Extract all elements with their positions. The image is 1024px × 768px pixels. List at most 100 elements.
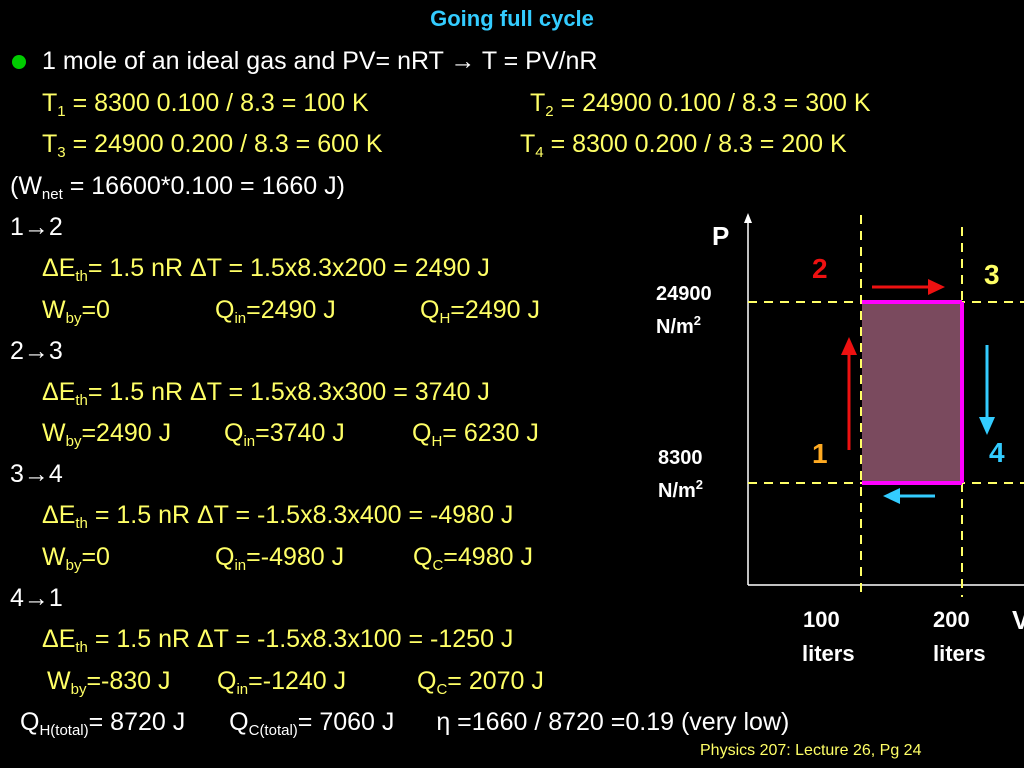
q-sub: H bbox=[431, 433, 443, 450]
step-to: 3 bbox=[48, 337, 63, 365]
q-value: =2490 J bbox=[450, 296, 540, 324]
arrow-2-right-icon bbox=[872, 279, 945, 295]
q-value: =-4980 J bbox=[246, 543, 345, 571]
delta-e-symbol: ΔE bbox=[42, 625, 76, 653]
p-high-unit-text: N/m bbox=[656, 316, 694, 338]
t4-symbol: T bbox=[520, 130, 536, 158]
q-sub: H bbox=[439, 310, 451, 327]
work-symbol: W bbox=[42, 296, 66, 324]
step-header-2-3: 2→3 bbox=[10, 336, 63, 366]
q-value: =4980 J bbox=[443, 543, 533, 571]
qc-total-sub: C(total) bbox=[248, 722, 298, 739]
p-low-unit-exp: 2 bbox=[696, 477, 703, 492]
delta-e-sub: th bbox=[75, 268, 88, 285]
q-value: =3740 J bbox=[255, 419, 345, 447]
q-value: = 2070 J bbox=[447, 667, 544, 695]
temp-t1: T1 = 8300 0.100 / 8.3 = 100 K bbox=[42, 88, 369, 119]
t3-value: = 24900 0.200 / 8.3 = 600 K bbox=[65, 130, 383, 158]
arrow-3-down-icon bbox=[979, 345, 995, 435]
slide-footer: Physics 207: Lecture 26, Pg 24 bbox=[700, 742, 922, 759]
delta-e-value: = 1.5 nR ΔT = 1.5x8.3x200 = 2490 J bbox=[87, 254, 490, 282]
p-high-unit: N/m2 bbox=[656, 313, 701, 338]
totals-line: QH(total)= 8720 J QC(total)= 7060 J η =1… bbox=[20, 707, 790, 739]
delta-e-symbol: ΔE bbox=[42, 254, 76, 282]
arrow-icon: → bbox=[23, 213, 49, 241]
q-sub: in bbox=[236, 681, 249, 698]
delta-e-value: = 1.5 nR ΔT = -1.5x8.3x400 = -4980 J bbox=[87, 501, 514, 529]
delta-e-sub: th bbox=[75, 639, 88, 656]
step-from: 4 bbox=[10, 584, 24, 612]
temp-t4: T4 = 8300 0.200 / 8.3 = 200 K bbox=[520, 129, 847, 161]
q-sub: in bbox=[234, 557, 247, 574]
q-symbol: Q bbox=[417, 667, 437, 695]
step-4-1-energy: ΔEth = 1.5 nR ΔT = -1.5x8.3x100 = -1250 … bbox=[42, 624, 514, 656]
step-1-2-energy: ΔEth= 1.5 nR ΔT = 1.5x8.3x200 = 2490 J bbox=[42, 253, 490, 285]
step-to: 2 bbox=[48, 213, 63, 241]
efficiency-value: =1660 / 8720 =0.19 (very low) bbox=[450, 708, 790, 736]
step-2-3-qh: QH= 6230 J bbox=[412, 418, 539, 450]
step-4-1-qin: Qin=-1240 J bbox=[217, 666, 346, 698]
work-sub: by bbox=[65, 310, 82, 327]
cycle-area bbox=[862, 302, 962, 483]
p-low-value: 8300 bbox=[658, 447, 703, 469]
v-axis-label: V bbox=[1012, 605, 1024, 635]
q-symbol: Q bbox=[217, 667, 237, 695]
q-sub: in bbox=[243, 433, 256, 450]
work-sub: by bbox=[65, 433, 82, 450]
step-1-2-qin: Qin=2490 J bbox=[215, 295, 336, 326]
work-value: =0 bbox=[81, 296, 110, 324]
intro-line: 1 mole of an ideal gas and PV= nRT → T =… bbox=[42, 46, 597, 76]
delta-e-sub: th bbox=[75, 392, 88, 409]
step-3-4-qc: QC=4980 J bbox=[413, 542, 533, 573]
step-3-4-qin: Qin=-4980 J bbox=[215, 542, 345, 574]
step-1-2-work: Wby=0 bbox=[42, 295, 110, 327]
qh-total-value: = 8720 J bbox=[88, 708, 186, 736]
step-header-4-1: 4→1 bbox=[10, 583, 63, 613]
delta-e-value: = 1.5 nR ΔT = 1.5x8.3x300 = 3740 J bbox=[87, 378, 490, 406]
wnet-symbol: (W bbox=[10, 172, 42, 200]
t4-sub: 4 bbox=[535, 144, 544, 161]
work-symbol: W bbox=[47, 667, 71, 695]
t4-value: = 8300 0.200 / 8.3 = 200 K bbox=[543, 130, 847, 158]
p-axis-label: P bbox=[712, 221, 729, 251]
p-high-value: 24900 bbox=[656, 283, 712, 305]
arrow-icon: → bbox=[23, 460, 49, 488]
step-2-3-energy: ΔEth= 1.5 nR ΔT = 1.5x8.3x300 = 3740 J bbox=[42, 377, 490, 409]
q-value: = 6230 J bbox=[442, 419, 539, 447]
state-label-2: 2 bbox=[812, 253, 828, 284]
step-4-1-qc: QC= 2070 J bbox=[417, 666, 544, 698]
step-header-1-2: 1→2 bbox=[10, 212, 63, 242]
step-3-4-work: Wby=0 bbox=[42, 542, 110, 573]
work-value: =0 bbox=[81, 543, 110, 571]
work-sub: by bbox=[70, 681, 87, 698]
t3-sub: 3 bbox=[57, 144, 66, 161]
step-from: 3 bbox=[10, 460, 24, 488]
v-high-unit: liters bbox=[933, 641, 986, 666]
step-2-3-qin: Qin=3740 J bbox=[224, 418, 345, 450]
t2-sub: 2 bbox=[545, 103, 554, 120]
slide-title: Going full cycle bbox=[430, 6, 594, 31]
t2-value: = 24900 0.100 / 8.3 = 300 K bbox=[553, 89, 871, 117]
wnet-sub: net bbox=[41, 186, 63, 203]
delta-e-symbol: ΔE bbox=[42, 378, 76, 406]
q-symbol: Q bbox=[215, 296, 235, 324]
arrow-icon: → bbox=[450, 47, 476, 75]
delta-e-value: = 1.5 nR ΔT = -1.5x8.3x100 = -1250 J bbox=[87, 625, 514, 653]
q-symbol: Q bbox=[413, 543, 433, 571]
p-low-unit-text: N/m bbox=[658, 480, 696, 502]
t1-symbol: T bbox=[42, 89, 58, 117]
bullet-icon bbox=[12, 55, 26, 69]
qc-total-symbol: Q bbox=[229, 708, 249, 736]
state-label-1: 1 bbox=[812, 438, 828, 469]
wnet-value: = 16600*0.100 = 1660 J) bbox=[62, 172, 345, 200]
q-symbol: Q bbox=[420, 296, 440, 324]
delta-e-symbol: ΔE bbox=[42, 501, 76, 529]
step-1-2-qh: QH=2490 J bbox=[420, 295, 540, 327]
step-to: 4 bbox=[48, 460, 63, 488]
intro-result: T = PV/nR bbox=[475, 47, 598, 75]
q-sub: C bbox=[436, 681, 448, 698]
v-low-value: 100 bbox=[803, 607, 840, 632]
work-value: =-830 J bbox=[86, 667, 171, 695]
arrow-icon: → bbox=[23, 584, 49, 612]
state-label-3: 3 bbox=[984, 259, 1000, 290]
